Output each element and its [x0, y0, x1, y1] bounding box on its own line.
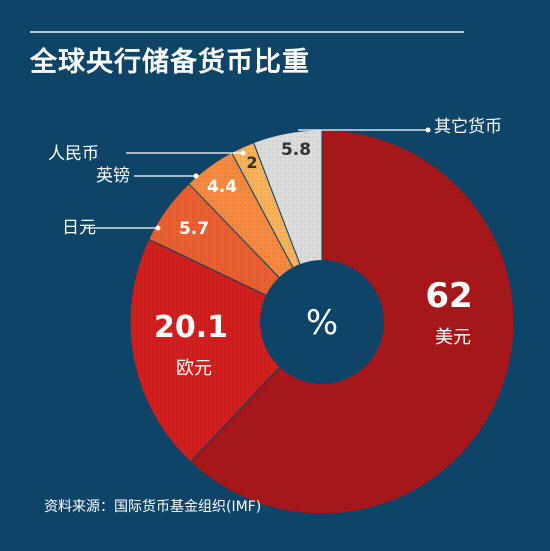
- title-rule: [30, 31, 464, 33]
- value-label-cny: 2: [246, 153, 257, 172]
- value-label-gbp: 4.4: [207, 177, 237, 197]
- leader-dot-cny: [240, 150, 246, 156]
- center-percent-label: %: [306, 303, 338, 343]
- leader-dot-jpy: [155, 225, 161, 231]
- value-label-usd: 62: [425, 276, 472, 316]
- leader-dot-gbp: [193, 173, 199, 179]
- chart-title: 全球央行储备货币比重: [30, 47, 310, 78]
- category-label-eur: 欧元: [176, 358, 212, 379]
- leader-dot-other: [425, 127, 431, 133]
- category-label-cny: 人民币: [48, 144, 99, 164]
- value-label-jpy: 5.7: [179, 219, 209, 239]
- source-note: 资料来源：国际货币基金组织(IMF): [44, 499, 262, 515]
- slice-texture-eur: [130, 239, 322, 462]
- donut-hole: [260, 260, 384, 384]
- value-label-other: 5.8: [281, 140, 311, 160]
- category-label-jpy: 日元: [62, 218, 96, 238]
- category-label-usd: 美元: [435, 327, 471, 348]
- value-label-eur: 20.1: [154, 310, 228, 345]
- category-label-gbp: 英镑: [96, 166, 130, 186]
- category-label-other: 其它货币: [434, 117, 502, 137]
